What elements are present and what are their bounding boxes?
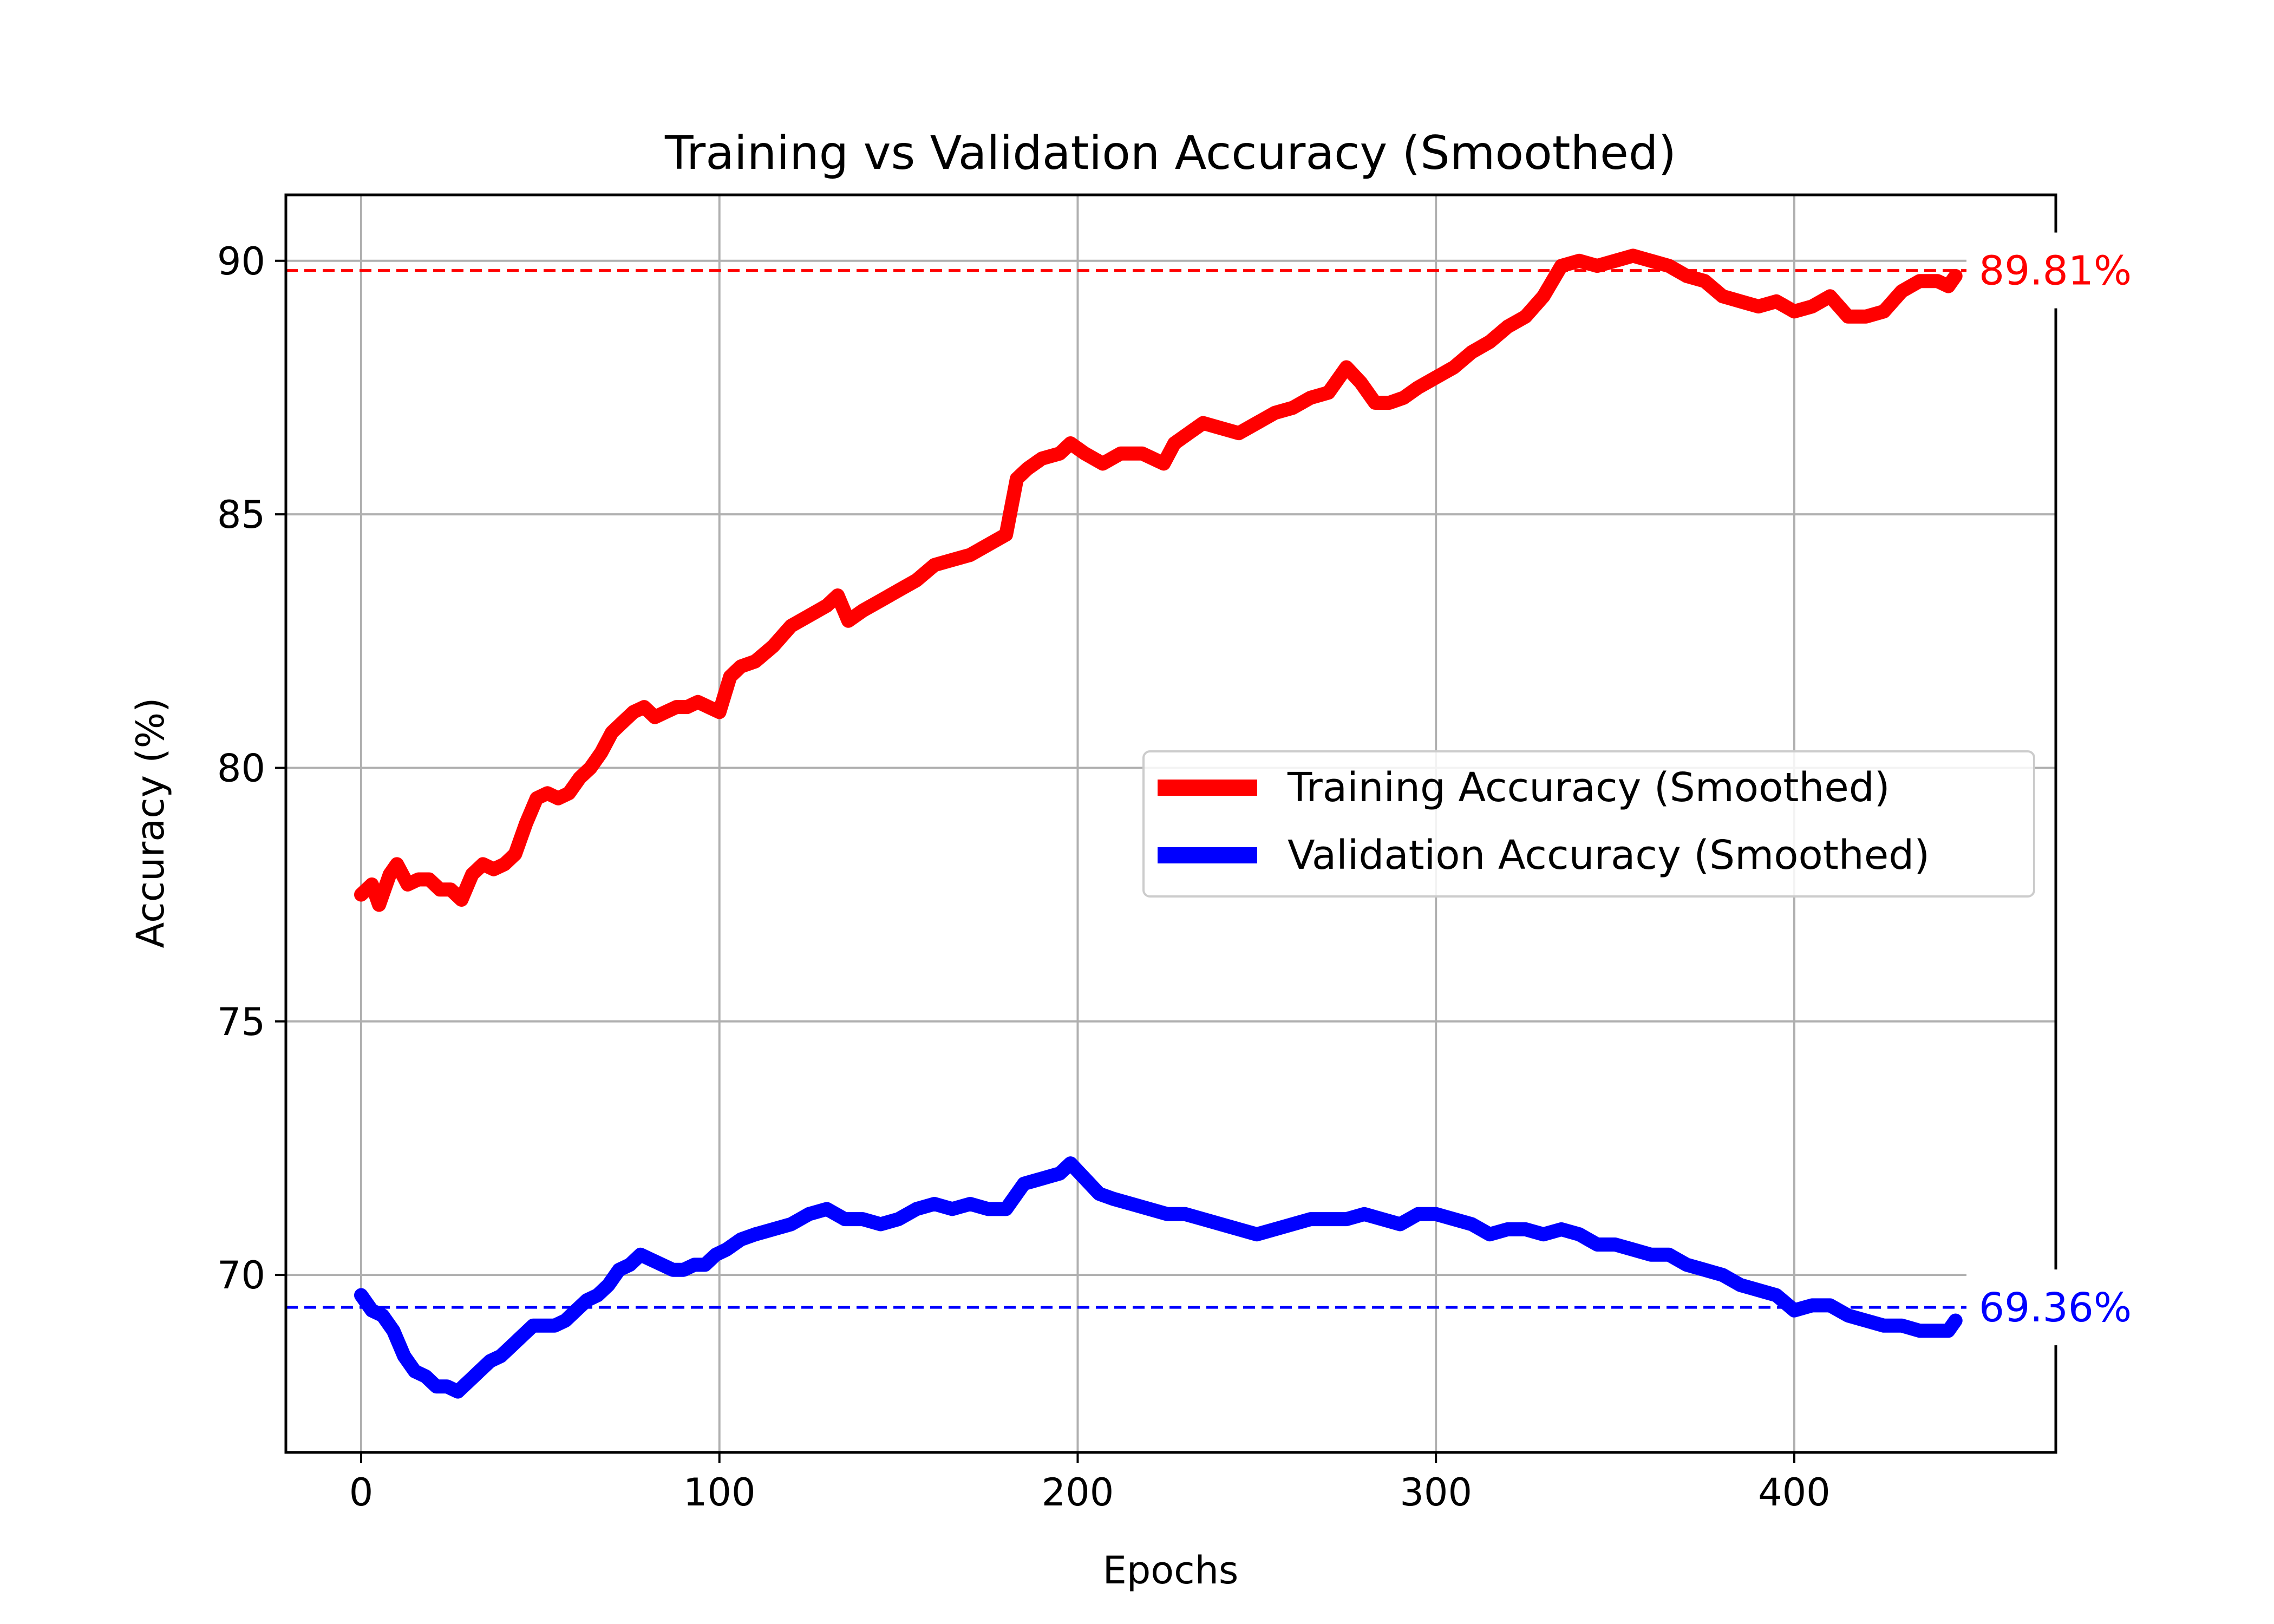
y-axis-label: Accuracy (%)	[128, 698, 173, 948]
y-tick-label: 80	[217, 746, 265, 790]
training-accuracy-line	[354, 248, 1963, 912]
x-tick-label: 400	[1758, 1470, 1831, 1515]
x-tick-label: 100	[683, 1470, 756, 1515]
legend: Training Accuracy (Smoothed) Validation …	[1142, 750, 2035, 898]
x-tick-label: 300	[1400, 1470, 1472, 1515]
validation-accuracy-line	[354, 1156, 1963, 1399]
annotation-background	[1966, 232, 2151, 309]
plot-frame	[284, 193, 2057, 1454]
y-tick-label: 85	[217, 493, 265, 537]
reference-annotations: 89.81% 69.36%	[1966, 232, 2151, 1346]
legend-training-label: Training Accuracy (Smoothed)	[1287, 764, 1890, 811]
y-tick-label: 75	[217, 1000, 265, 1044]
validation-final-value-label: 69.36%	[1979, 1285, 2132, 1331]
axis-ticks: 0 100 200 300 400 70 75 80 85 90	[217, 239, 1831, 1515]
annotation-background	[1966, 1269, 2151, 1346]
training-final-value-label: 89.81%	[1979, 248, 2132, 294]
legend-box	[1142, 750, 2035, 898]
y-tick-label: 90	[217, 239, 265, 284]
x-tick-label: 0	[349, 1470, 374, 1515]
legend-validation-label: Validation Accuracy (Smoothed)	[1288, 832, 1930, 879]
y-tick-label: 70	[217, 1253, 265, 1298]
x-axis-label: Epochs	[1103, 1548, 1239, 1593]
chart-title: Training vs Validation Accuracy (Smoothe…	[664, 126, 1676, 180]
series-lines	[354, 248, 1963, 1399]
x-tick-label: 200	[1042, 1470, 1114, 1515]
